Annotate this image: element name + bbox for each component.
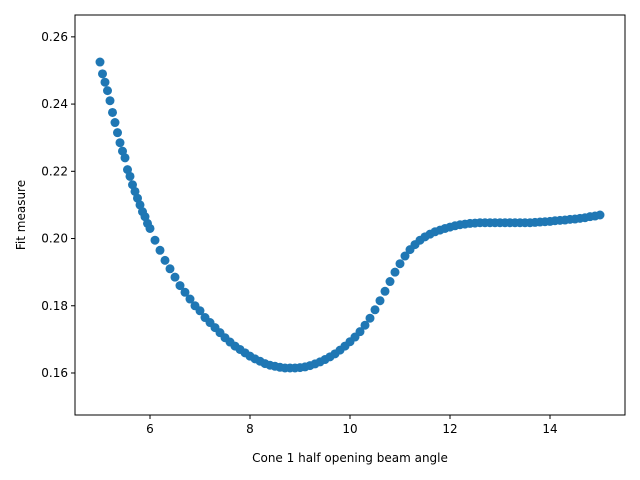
data-point: [160, 255, 170, 265]
data-point: [375, 296, 385, 306]
data-point: [370, 305, 380, 315]
data-point: [380, 286, 390, 296]
data-point: [155, 245, 165, 255]
data-point: [170, 272, 180, 282]
data-points: [95, 57, 605, 373]
data-point: [105, 96, 115, 106]
x-tick-label: 12: [442, 422, 457, 436]
data-point: [360, 320, 370, 330]
data-point: [125, 171, 135, 181]
data-point: [115, 138, 125, 148]
plot-frame: [74, 14, 626, 416]
data-point: [100, 77, 110, 87]
x-tick-label: 10: [342, 422, 357, 436]
data-point: [595, 210, 605, 220]
y-tick-label: 0.24: [41, 97, 68, 111]
y-tick-label: 0.18: [41, 299, 68, 313]
data-point: [385, 277, 395, 287]
y-axis-label: Fit measure: [14, 180, 28, 250]
x-tick-label: 8: [246, 422, 254, 436]
data-point: [113, 128, 122, 138]
data-point: [108, 107, 117, 117]
data-point: [103, 86, 112, 96]
data-point: [145, 223, 155, 233]
data-point: [400, 251, 410, 261]
y-tick-label: 0.26: [41, 30, 68, 44]
x-axis-label: Cone 1 half opening beam angle: [252, 451, 448, 465]
data-point: [185, 294, 195, 304]
y-tick-label: 0.16: [41, 366, 68, 380]
data-point: [355, 327, 365, 337]
x-tick-label: 6: [146, 422, 154, 436]
data-point: [395, 259, 405, 269]
y-tick-label: 0.22: [41, 164, 68, 178]
data-point: [195, 306, 205, 316]
data-point: [110, 118, 120, 128]
data-point: [98, 69, 107, 79]
data-point: [120, 153, 130, 163]
data-point: [95, 57, 105, 67]
y-tick-label: 0.20: [41, 232, 68, 246]
y-axis: 0.16 0.18 0.20 0.22 0.24 0.26: [41, 30, 75, 380]
x-tick-label: 14: [542, 422, 557, 436]
data-point: [150, 235, 160, 245]
data-point: [165, 264, 175, 274]
data-point: [180, 287, 190, 297]
data-point: [175, 281, 185, 291]
x-axis: 6 8 10 12 14: [146, 415, 558, 436]
data-point: [390, 267, 400, 277]
data-point: [365, 313, 375, 323]
